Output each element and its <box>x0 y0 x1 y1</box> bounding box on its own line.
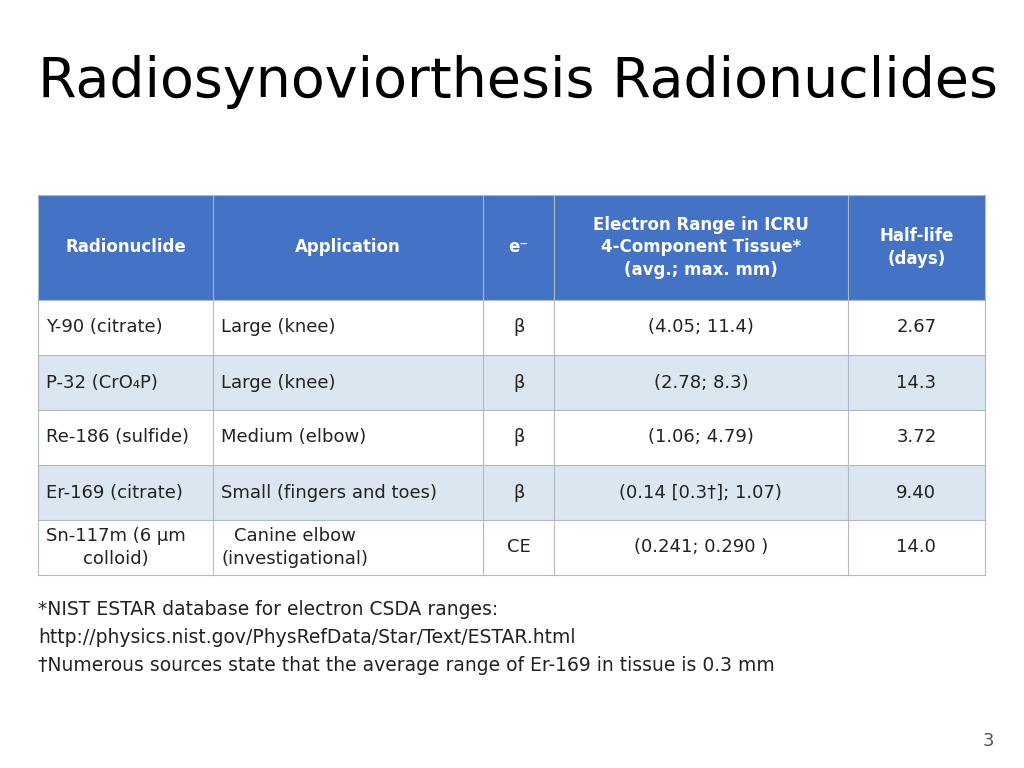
Bar <box>38 410 213 465</box>
Bar <box>554 520 848 575</box>
Bar <box>848 410 985 465</box>
Bar <box>213 195 483 300</box>
Bar <box>554 195 848 300</box>
Text: Electron Range in ICRU
4-Component Tissue*
(avg.; max. mm): Electron Range in ICRU 4-Component Tissu… <box>593 216 809 280</box>
Text: (1.06; 4.79): (1.06; 4.79) <box>648 429 754 446</box>
Bar <box>848 465 985 520</box>
Text: (0.241; 0.290 ): (0.241; 0.290 ) <box>634 538 768 557</box>
Text: (4.05; 11.4): (4.05; 11.4) <box>648 319 754 336</box>
Text: Half-life
(days): Half-life (days) <box>880 227 953 268</box>
Bar <box>554 355 848 410</box>
Text: β: β <box>513 373 524 392</box>
Bar <box>848 300 985 355</box>
Text: Application: Application <box>295 239 401 257</box>
Bar <box>554 465 848 520</box>
Bar <box>213 520 483 575</box>
Text: e⁻: e⁻ <box>509 239 528 257</box>
Bar <box>848 195 985 300</box>
Text: *NIST ESTAR database for electron CSDA ranges:: *NIST ESTAR database for electron CSDA r… <box>38 600 499 619</box>
Text: 14.0: 14.0 <box>896 538 936 557</box>
Text: Radiosynoviorthesis Radionuclides: Radiosynoviorthesis Radionuclides <box>38 55 998 109</box>
Text: Re-186 (sulfide): Re-186 (sulfide) <box>46 429 189 446</box>
Bar <box>213 355 483 410</box>
Text: 2.67: 2.67 <box>896 319 936 336</box>
Bar <box>213 410 483 465</box>
Text: Sn-117m (6 μm
colloid): Sn-117m (6 μm colloid) <box>46 528 185 568</box>
Text: 9.40: 9.40 <box>896 484 936 502</box>
Bar <box>554 410 848 465</box>
Text: Large (knee): Large (knee) <box>221 373 336 392</box>
Bar <box>213 465 483 520</box>
Text: Medium (elbow): Medium (elbow) <box>221 429 367 446</box>
Text: P-32 (CrO₄P): P-32 (CrO₄P) <box>46 373 158 392</box>
Bar <box>38 355 213 410</box>
Text: 14.3: 14.3 <box>896 373 936 392</box>
Text: (2.78; 8.3): (2.78; 8.3) <box>653 373 749 392</box>
Bar <box>483 465 554 520</box>
Bar <box>38 300 213 355</box>
Bar <box>38 195 213 300</box>
Bar <box>213 300 483 355</box>
Bar <box>38 465 213 520</box>
Bar <box>554 300 848 355</box>
Text: Large (knee): Large (knee) <box>221 319 336 336</box>
Text: Er-169 (citrate): Er-169 (citrate) <box>46 484 183 502</box>
Text: Y-90 (citrate): Y-90 (citrate) <box>46 319 163 336</box>
Bar <box>483 300 554 355</box>
Bar <box>483 195 554 300</box>
Bar <box>38 520 213 575</box>
Text: †Numerous sources state that the average range of Er-169 in tissue is 0.3 mm: †Numerous sources state that the average… <box>38 656 775 675</box>
Text: β: β <box>513 429 524 446</box>
Text: 3.72: 3.72 <box>896 429 937 446</box>
Bar <box>483 355 554 410</box>
Text: CE: CE <box>507 538 530 557</box>
Text: β: β <box>513 484 524 502</box>
Bar <box>483 410 554 465</box>
Text: Small (fingers and toes): Small (fingers and toes) <box>221 484 437 502</box>
Text: β: β <box>513 319 524 336</box>
Text: Canine elbow
(investigational): Canine elbow (investigational) <box>221 528 369 568</box>
Text: Radionuclide: Radionuclide <box>66 239 186 257</box>
Text: (0.14 [0.3†]; 1.07): (0.14 [0.3†]; 1.07) <box>620 484 782 502</box>
Bar <box>848 355 985 410</box>
Text: 3: 3 <box>982 732 994 750</box>
Text: http://physics.nist.gov/PhysRefData/Star/Text/ESTAR.html: http://physics.nist.gov/PhysRefData/Star… <box>38 628 575 647</box>
Bar <box>848 520 985 575</box>
Bar <box>483 520 554 575</box>
